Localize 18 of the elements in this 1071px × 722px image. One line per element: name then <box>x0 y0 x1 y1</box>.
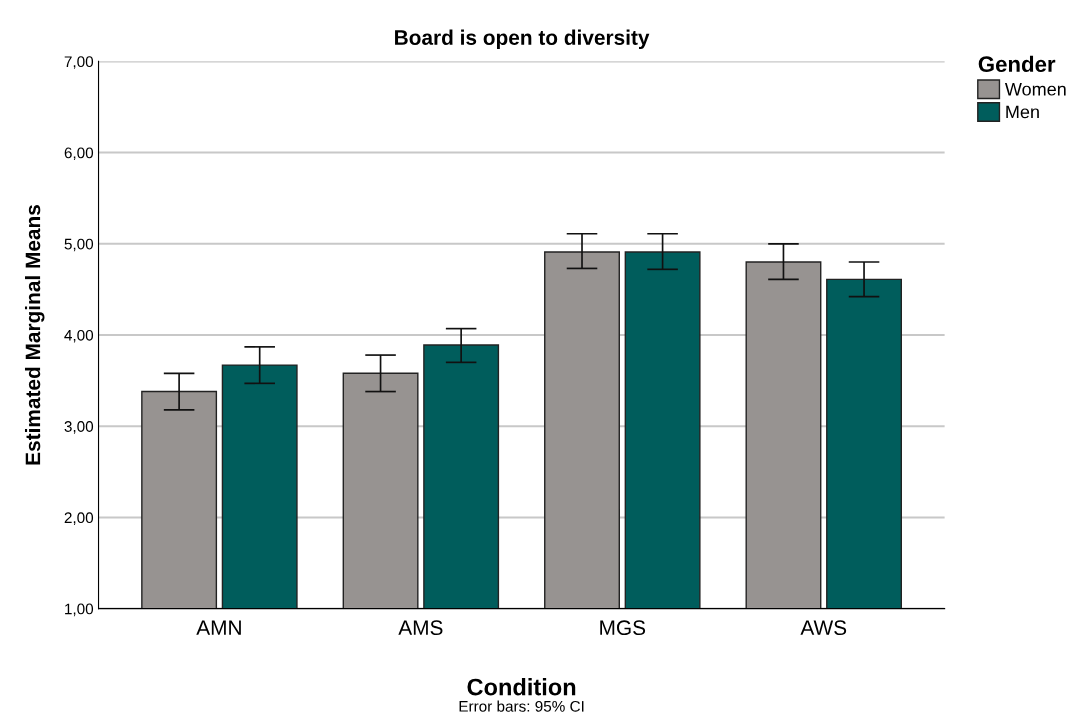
y-tick-label: 6,00 <box>64 147 94 161</box>
legend-label: Men <box>1006 105 1039 119</box>
x-tick-label: AWS <box>800 620 847 636</box>
y-tick-label: 2,00 <box>64 512 94 525</box>
y-tick-label: 4,00 <box>64 329 94 343</box>
text: Error bars: 95% CI <box>459 700 584 712</box>
y-tick-label: 3,00 <box>64 421 94 434</box>
y-tick-label: 7,00 <box>64 56 94 69</box>
y-tick-label: 1,00 <box>65 603 94 617</box>
legend-label: Women <box>1004 82 1066 96</box>
chart-title: Board is open to diversity <box>395 29 650 50</box>
x-axis-title: Condition <box>467 678 576 696</box>
x-tick-label: AMS <box>398 620 443 636</box>
x-tick-label: MGS <box>600 620 646 636</box>
legend-title: Gender <box>978 55 1056 73</box>
y-axis-title: Estimated Marginal Means <box>24 205 45 465</box>
y-tick-label: 5,00 <box>64 238 94 252</box>
x-tick-label: AMN <box>196 620 241 635</box>
